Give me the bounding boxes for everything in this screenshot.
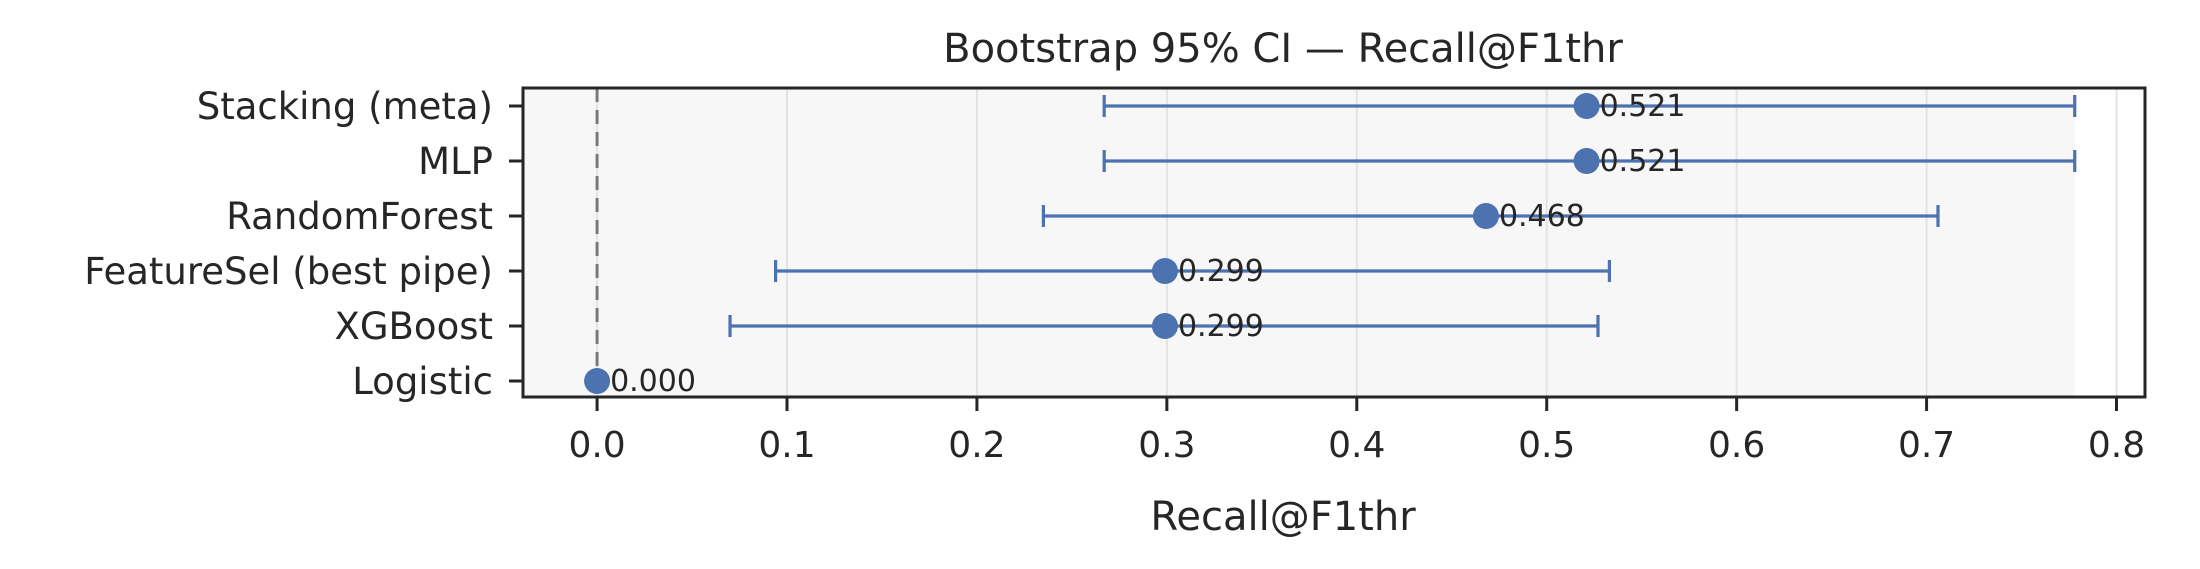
point-marker — [1151, 258, 1178, 284]
y-tick-label: RandomForest — [226, 195, 493, 238]
y-tick-label: XGBoost — [335, 305, 493, 348]
chart-title: Bootstrap 95% CI — Recall@F1thr — [943, 26, 1623, 72]
x-tick-label: 0.7 — [1898, 425, 1955, 466]
value-label: 0.299 — [1178, 309, 1264, 344]
x-tick-label: 0.2 — [948, 425, 1005, 466]
point-marker — [1573, 93, 1600, 119]
x-tick-label: 0.3 — [1138, 425, 1195, 466]
shaded-region — [523, 88, 2075, 397]
x-tick-label: 0.8 — [2088, 425, 2145, 466]
x-axis-label: Recall@F1thr — [1150, 494, 1416, 540]
y-tick-label: Logistic — [352, 360, 493, 403]
value-label: 0.000 — [610, 364, 696, 399]
x-tick-label: 0.4 — [1328, 425, 1385, 466]
x-tick-label: 0.5 — [1518, 425, 1575, 466]
point-marker — [1151, 313, 1178, 339]
point-marker — [1573, 148, 1600, 174]
y-tick-label: Stacking (meta) — [197, 85, 493, 128]
value-label: 0.468 — [1499, 199, 1585, 234]
y-tick-label: MLP — [418, 140, 493, 183]
plot-area: 0.521 0.521 0.468 0.299 0.299 0.000 Stacking (… — [84, 85, 2147, 466]
value-label: 0.299 — [1178, 254, 1264, 289]
point-marker — [584, 368, 611, 394]
point-marker — [1472, 203, 1499, 229]
x-tick-label: 0.1 — [758, 425, 815, 466]
value-label: 0.521 — [1600, 144, 1686, 179]
value-label: 0.521 — [1600, 89, 1686, 124]
axes-frame — [521, 86, 2147, 399]
x-tick-label: 0.6 — [1708, 425, 1765, 466]
x-tick-label: 0.0 — [568, 425, 625, 466]
y-tick-label: FeatureSel (best pipe) — [84, 250, 493, 293]
